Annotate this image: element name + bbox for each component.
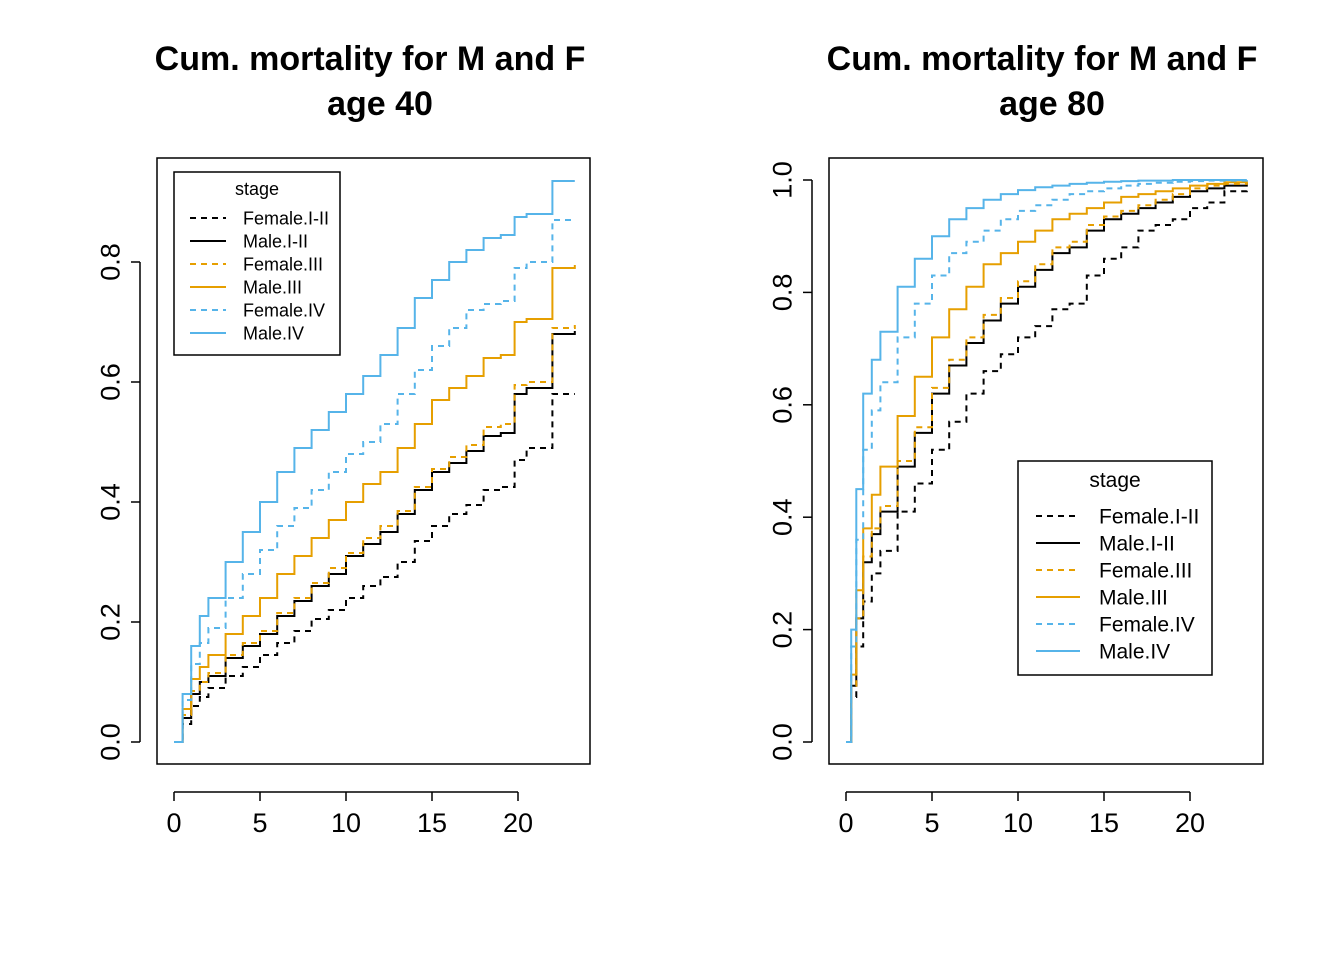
y-tick-label: 0.4 <box>95 483 125 521</box>
x-tick-label: 10 <box>1003 808 1033 838</box>
chart-panel-age-40: Cum. mortality for M and F age 40 0 5 10 15… <box>95 40 591 838</box>
series-line-female-i-ii <box>174 393 575 743</box>
x-tick-label: 15 <box>1089 808 1119 838</box>
y-tick-label: 0.2 <box>767 611 797 649</box>
chart-title-line-2: age 80 <box>999 85 1105 123</box>
legend-label: Male.I-II <box>243 231 308 251</box>
y-tick-label: 0.8 <box>767 274 797 312</box>
chart-title-line-1: Cum. mortality for M and F <box>827 40 1258 78</box>
legend-label: Male.III <box>243 277 302 297</box>
plot-frame <box>828 157 1264 765</box>
y-tick-label: 0.6 <box>767 386 797 424</box>
legend-label: Female.I-II <box>1099 505 1199 528</box>
x-tick-label: 20 <box>503 808 533 838</box>
legend-title: stage <box>1089 469 1140 492</box>
legend: stage Female.I-II Male.I-II Female.III Male.… <box>173 171 341 356</box>
legend-label: Male.IV <box>1099 640 1170 663</box>
y-tick-label: 0.0 <box>95 723 125 761</box>
legend-title: stage <box>235 179 279 199</box>
x-tick-label: 0 <box>166 808 181 838</box>
y-tick-label: 1.0 <box>767 161 797 199</box>
chart-title-line-2: age 40 <box>327 85 433 123</box>
legend-label: Male.I-II <box>1099 532 1175 555</box>
legend: stage Female.I-II Male.I-II Female.III Male.… <box>1017 460 1213 676</box>
series-layer <box>846 179 1248 743</box>
series-line-female-i-ii <box>846 188 1248 743</box>
legend-label: Female.I-II <box>243 208 329 228</box>
x-tick-label: 15 <box>417 808 447 838</box>
axes-layer: 0 5 10 15 20 0.0 0.2 0.4 0.6 0.8 <box>95 243 533 838</box>
x-tick-label: 5 <box>252 808 267 838</box>
axes-layer: 0 5 10 15 20 0.0 0.2 0.4 0.6 0.8 1.0 <box>767 161 1205 838</box>
chart-panel-age-80: Cum. mortality for M and F age 80 0 5 10 15… <box>767 40 1264 838</box>
y-tick-label: 0.0 <box>767 723 797 761</box>
series-line-female-iii <box>846 181 1248 743</box>
y-tick-label: 0.2 <box>95 603 125 641</box>
legend-box <box>1017 460 1213 676</box>
y-tick-label: 0.8 <box>95 243 125 281</box>
legend-label: Female.IV <box>243 300 325 320</box>
x-tick-label: 10 <box>331 808 361 838</box>
x-tick-label: 5 <box>924 808 939 838</box>
series-line-male-iv <box>174 180 575 743</box>
x-tick-label: 0 <box>838 808 853 838</box>
legend-label: Female.IV <box>1099 613 1195 636</box>
chart-title-line-1: Cum. mortality for M and F <box>155 40 586 78</box>
series-line-male-iv <box>846 179 1247 743</box>
plot-frame <box>156 157 591 765</box>
series-line-female-iii <box>174 325 576 743</box>
series-line-female-iv <box>174 219 575 743</box>
legend-label: Male.III <box>1099 586 1168 609</box>
legend-label: Female.III <box>1099 559 1192 582</box>
series-line-male-iii <box>174 265 576 743</box>
legend-label: Female.III <box>243 254 323 274</box>
series-line-female-iv <box>846 179 1248 743</box>
legend-label: Male.IV <box>243 323 304 343</box>
x-tick-label: 20 <box>1175 808 1205 838</box>
series-layer <box>174 180 576 743</box>
series-line-male-i-ii <box>174 331 576 743</box>
series-line-male-iii <box>846 181 1248 743</box>
y-tick-label: 0.6 <box>95 363 125 401</box>
y-tick-label: 0.4 <box>767 498 797 536</box>
